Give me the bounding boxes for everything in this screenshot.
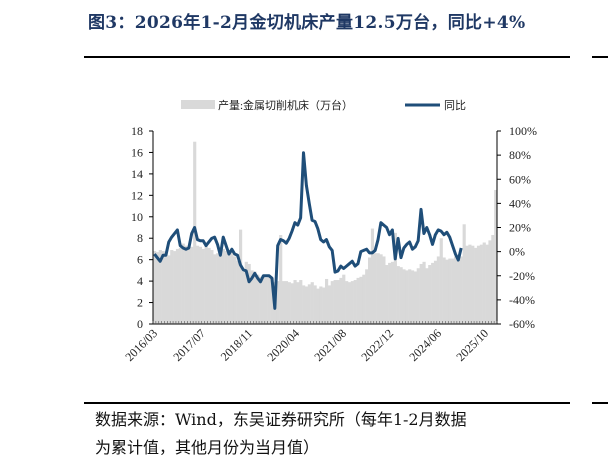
x-ticks (152, 321, 498, 324)
legend-bar-label: 产量:金属切削机床（万台） (218, 98, 353, 112)
source-note: 数据来源：Wind，东吴证券研究所（每年1-2月数据 为累计值，其他月份为当月值… (95, 406, 575, 462)
figure-title: 图3：2026年1-2月金切机床产量12.5万台，同比+4% (88, 13, 526, 33)
svg-text:2025/10: 2025/10 (453, 326, 491, 364)
svg-text:20%: 20% (509, 221, 531, 235)
svg-text:2024/06: 2024/06 (406, 326, 444, 364)
svg-text:6: 6 (137, 253, 143, 267)
svg-text:2022/12: 2022/12 (358, 326, 396, 364)
svg-text:80%: 80% (509, 148, 531, 162)
svg-text:2021/08: 2021/08 (311, 326, 349, 364)
svg-text:14: 14 (131, 167, 143, 181)
source-rule (84, 402, 570, 404)
source-line-1: 数据来源：Wind，东吴证券研究所（每年1-2月数据 (95, 410, 467, 429)
svg-text:60%: 60% (509, 172, 531, 186)
svg-text:100%: 100% (509, 124, 537, 138)
right-ticks: -60% -40% -20% 0% 20% 40% 60% 80% 100% (497, 124, 537, 331)
svg-text:-40%: -40% (509, 293, 535, 307)
source-rule-right (592, 402, 608, 404)
svg-text:0%: 0% (509, 245, 525, 259)
left-ticks: 0 2 4 6 8 10 12 14 16 18 (131, 124, 153, 331)
svg-text:2017/07: 2017/07 (170, 326, 208, 364)
svg-text:10: 10 (131, 210, 143, 224)
x-labels: 2016/03 2017/07 2018/11 2020/04 2021/08 2022/… (122, 326, 491, 364)
svg-text:0: 0 (137, 317, 143, 331)
yoy-line (153, 151, 463, 310)
svg-text:2018/11: 2018/11 (218, 326, 255, 363)
svg-text:4: 4 (137, 274, 143, 288)
svg-text:40%: 40% (509, 196, 531, 210)
svg-text:-60%: -60% (509, 317, 535, 331)
source-line-2: 为累计值，其他月份为当月值） (95, 438, 320, 457)
svg-text:-20%: -20% (509, 269, 535, 283)
title-rule (84, 56, 570, 58)
legend-bar-swatch (181, 100, 215, 109)
production-bars (153, 141, 498, 324)
svg-text:12: 12 (131, 188, 143, 202)
svg-text:18: 18 (131, 124, 143, 138)
title-rule-right (592, 56, 608, 58)
svg-text:2: 2 (137, 296, 143, 310)
svg-text:8: 8 (137, 231, 143, 245)
svg-text:2016/03: 2016/03 (122, 326, 160, 364)
svg-text:16: 16 (131, 145, 143, 159)
legend-line-label: 同比 (444, 99, 466, 112)
svg-text:2020/04: 2020/04 (264, 326, 302, 364)
